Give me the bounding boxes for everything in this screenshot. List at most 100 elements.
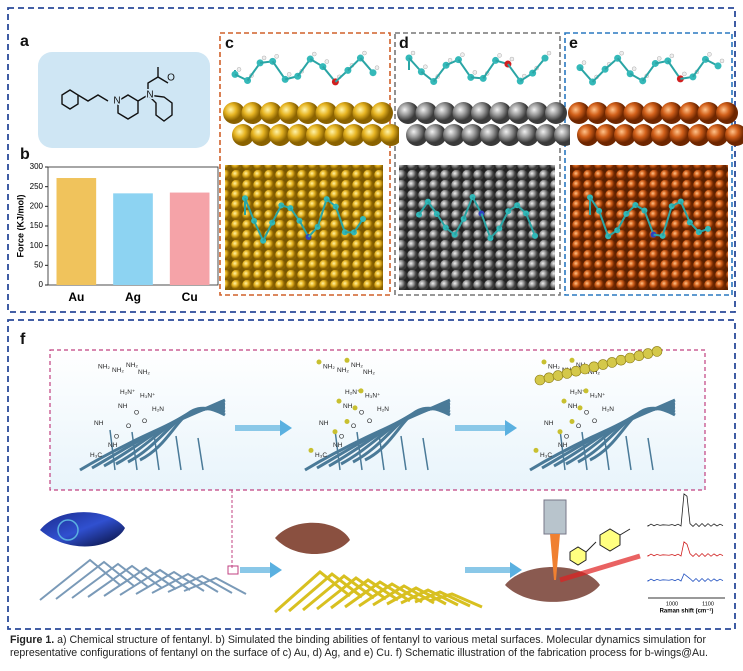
au-wing bbox=[275, 522, 350, 554]
atom bbox=[586, 102, 609, 124]
raman-axis-label: Raman shift (cm⁻¹) bbox=[660, 608, 714, 615]
mol-h bbox=[460, 52, 465, 57]
panel-label: b bbox=[20, 146, 30, 163]
mol-bond bbox=[482, 59, 497, 79]
mol-bond bbox=[525, 213, 536, 237]
fiber bbox=[647, 437, 654, 471]
atom bbox=[480, 124, 502, 146]
mol-h bbox=[312, 51, 317, 57]
chem-label: O bbox=[134, 410, 139, 417]
chem-label: NH₂ bbox=[351, 362, 363, 369]
mol-h bbox=[619, 51, 624, 56]
fiber bbox=[364, 406, 451, 462]
chem-label: O bbox=[351, 423, 356, 430]
mol-h bbox=[719, 58, 725, 64]
chem-label: O bbox=[576, 423, 581, 430]
mol-atom bbox=[369, 69, 377, 77]
figure: a b c d e f N N O 0 50 100 150 200 250 300 Force (… bbox=[7, 7, 743, 630]
atom bbox=[498, 124, 521, 146]
atom bbox=[361, 124, 384, 146]
au-ridge bbox=[400, 588, 459, 607]
au-np bbox=[651, 346, 663, 357]
spectrum bbox=[647, 573, 724, 583]
chem-label: O bbox=[114, 433, 119, 440]
chem-label: NH bbox=[319, 420, 329, 427]
mol-bond bbox=[641, 62, 657, 82]
arrow-body bbox=[465, 567, 510, 573]
chem-label: H₂N⁺ bbox=[570, 389, 586, 396]
arrow-body bbox=[455, 425, 505, 431]
laser-beam bbox=[550, 534, 560, 580]
scale-ridge bbox=[55, 560, 135, 600]
au-ridge bbox=[316, 576, 387, 611]
scale-ridge bbox=[119, 568, 191, 596]
chem-label: H₂N⁺ bbox=[120, 389, 136, 396]
chem-label: O bbox=[359, 410, 364, 417]
raman-tick-label: 1100 bbox=[702, 601, 714, 607]
atom bbox=[545, 102, 567, 124]
atom bbox=[706, 124, 729, 146]
surface-top bbox=[399, 165, 555, 290]
scale-ridge bbox=[167, 574, 233, 594]
mol-h bbox=[261, 55, 267, 61]
au-np bbox=[557, 429, 563, 435]
surface-top bbox=[570, 165, 728, 290]
atom bbox=[452, 102, 475, 124]
mol-atom bbox=[360, 216, 366, 223]
atom bbox=[415, 102, 438, 124]
fentanyl-mini bbox=[569, 528, 631, 566]
chem-label: O bbox=[339, 433, 344, 440]
bond bbox=[61, 67, 173, 122]
mol-bond bbox=[262, 222, 274, 242]
atom bbox=[605, 102, 627, 124]
caption-label: Figure 1. bbox=[10, 634, 55, 646]
mol-bond bbox=[679, 201, 691, 223]
au-np bbox=[561, 368, 573, 379]
mol-bond bbox=[271, 204, 283, 224]
atom bbox=[642, 102, 664, 124]
atom bbox=[623, 102, 646, 124]
panel-label: c bbox=[225, 35, 234, 52]
x-tick-label: Ag bbox=[125, 290, 141, 304]
atom bbox=[406, 124, 428, 146]
au-np bbox=[541, 359, 547, 365]
atom bbox=[614, 124, 636, 146]
atom bbox=[287, 124, 310, 146]
arrow-head bbox=[510, 562, 522, 578]
mol-h bbox=[682, 71, 687, 77]
fiber bbox=[581, 431, 588, 471]
chem-label: O bbox=[564, 433, 569, 440]
atom bbox=[434, 102, 456, 124]
au-np bbox=[583, 388, 589, 394]
au-np bbox=[570, 365, 582, 377]
caption-text: a) Chemical structure of fentanyl. b) Si… bbox=[10, 634, 708, 659]
atom bbox=[334, 102, 356, 124]
au-np bbox=[308, 447, 314, 453]
mol-bond bbox=[334, 206, 346, 233]
au-np bbox=[332, 429, 338, 435]
chem-label: H₂N bbox=[377, 406, 389, 413]
fiber bbox=[334, 429, 341, 471]
mol-bond bbox=[498, 210, 510, 229]
mol-bond bbox=[453, 218, 465, 236]
y-tick-label: 300 bbox=[30, 162, 44, 171]
au-ridge bbox=[288, 572, 363, 613]
atom bbox=[632, 124, 655, 146]
fiber bbox=[197, 437, 204, 471]
spectrum bbox=[647, 493, 724, 528]
atom bbox=[688, 124, 710, 146]
chem-label: NH₂ bbox=[138, 369, 150, 376]
au-np bbox=[534, 374, 546, 386]
mol-bond bbox=[692, 58, 707, 78]
atom bbox=[343, 124, 365, 146]
mol-h bbox=[509, 56, 515, 62]
au-np bbox=[344, 419, 350, 424]
atom bbox=[443, 124, 465, 146]
mol-h bbox=[423, 64, 428, 69]
mol-h bbox=[362, 50, 367, 56]
atom-label: O bbox=[167, 73, 175, 84]
arrow-head bbox=[505, 420, 517, 436]
mol-h bbox=[374, 65, 380, 70]
caption: Figure 1. a) Chemical structure of fenta… bbox=[10, 634, 735, 660]
